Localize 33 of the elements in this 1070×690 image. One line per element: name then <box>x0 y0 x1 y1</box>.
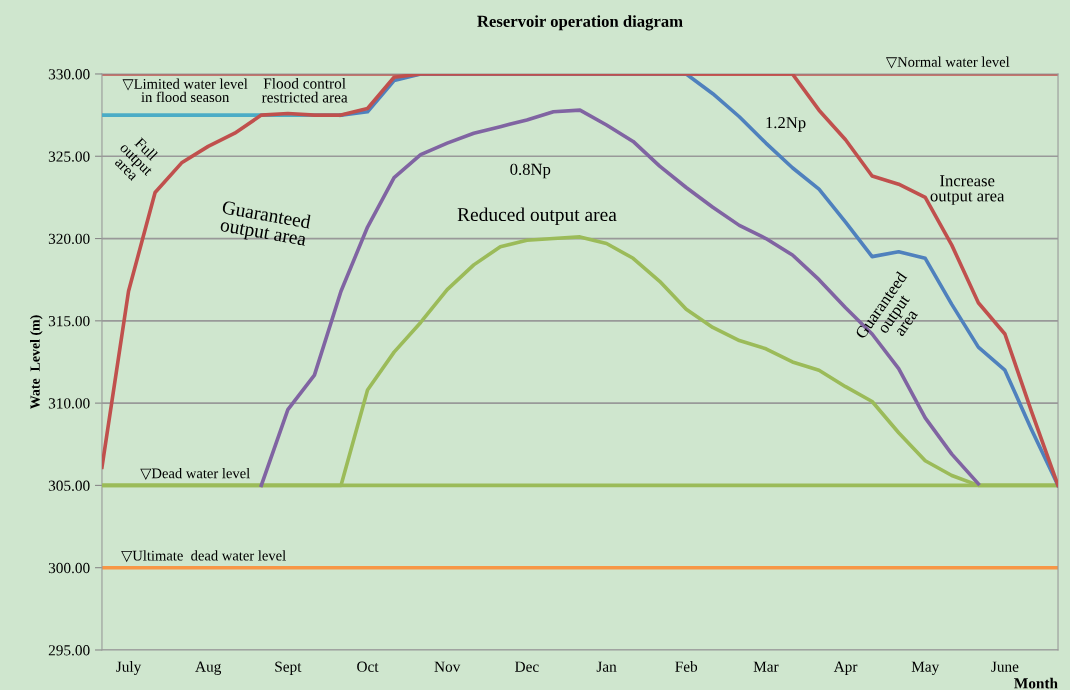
x-tick-label: June <box>991 661 1019 672</box>
y-tick-label: 295.00 <box>48 645 90 656</box>
x-axis-title: Month <box>1014 677 1058 689</box>
annotation: 1.2Np <box>766 117 806 132</box>
x-tick-label: Oct <box>357 661 379 672</box>
x-tick-label: Aug <box>195 661 222 675</box>
annotation: 0.8Np <box>510 163 551 179</box>
y-tick-label: 325.00 <box>48 151 90 162</box>
x-tick-label: July <box>116 661 142 675</box>
annotation: Guaranteed output area <box>219 199 312 250</box>
x-tick-label: Jan <box>596 661 617 672</box>
x-tick-label: Feb <box>675 661 698 672</box>
ref-line-label: ▽Dead water level <box>140 468 250 480</box>
x-tick-label: Apr <box>833 661 858 675</box>
y-tick-label: 315.00 <box>48 315 90 327</box>
ref-line-label: ▽Ultimate dead water level <box>121 550 286 563</box>
y-tick-label: 310.00 <box>48 398 90 409</box>
ref-line-label: ▽Normal water level <box>885 56 1010 69</box>
annotation: Reduced output area <box>457 207 617 226</box>
x-tick-label: Nov <box>434 661 461 672</box>
x-tick-label: May <box>911 661 940 675</box>
annotation: Flood control restricted area <box>261 77 348 103</box>
annotation: ▽Limited water level in flood season <box>122 78 248 103</box>
y-tick-label: 330.00 <box>48 69 90 80</box>
x-tick-label: Sept <box>275 661 302 675</box>
x-tick-label: Dec <box>515 661 539 672</box>
x-tick-label: Mar <box>753 661 779 672</box>
y-tick-label: 305.00 <box>48 480 90 491</box>
chart-title: Reservoir operation diagram <box>477 15 683 31</box>
y-tick-label: 300.00 <box>48 562 90 574</box>
annotation: Increase output area <box>930 175 1005 205</box>
y-axis-title: Wate Level (m) <box>30 315 43 410</box>
y-tick-label: 320.00 <box>48 233 90 245</box>
